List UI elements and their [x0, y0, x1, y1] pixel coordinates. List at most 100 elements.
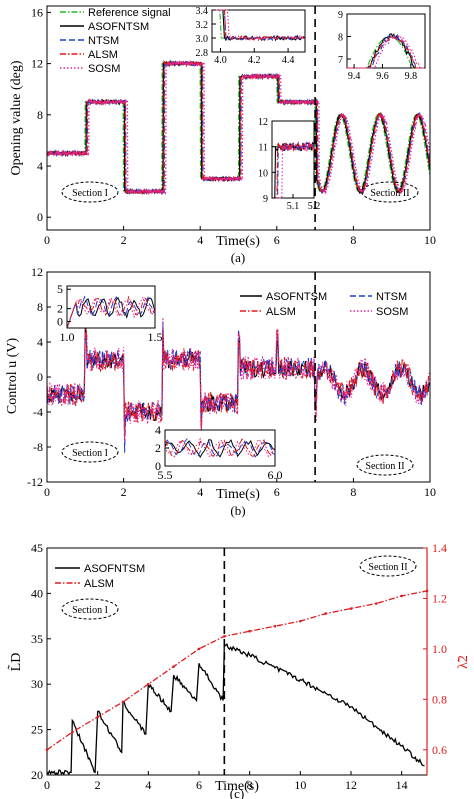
- legend-label: ALSM: [88, 49, 118, 61]
- y-tick-label-right: 1.4: [432, 541, 447, 555]
- inset-series-line: [272, 141, 315, 199]
- legend-label: NTSM: [376, 291, 407, 303]
- caption: (a): [231, 250, 245, 265]
- y-tick-label: 8: [37, 108, 43, 122]
- y-tick-label: 0: [155, 459, 161, 473]
- x-tick-label: 6: [274, 485, 280, 499]
- x-tick-label: 8: [247, 778, 253, 792]
- inset-series-line: [212, 9, 306, 42]
- x-tick-label: 14: [396, 778, 408, 792]
- y-tick-label: 8: [37, 300, 43, 314]
- alsm-point: [248, 629, 251, 633]
- y-tick-label-right: 1.2: [432, 591, 447, 605]
- alsm-point: [172, 665, 175, 668]
- inset-a-2: 9.4 9.6 9.8 7 8 9: [338, 10, 426, 82]
- inset-frame: [271, 120, 315, 199]
- y-tick-label: 0: [57, 315, 63, 329]
- x-tick-label: 4: [145, 778, 151, 792]
- legend: ASOFNTSM ALSM: [55, 563, 145, 590]
- x-tick-label: 1.0: [60, 330, 75, 344]
- legend-label: ALSM: [266, 306, 296, 318]
- y-axis-label: Control u (V): [5, 338, 20, 415]
- section-label: Section II: [365, 461, 404, 472]
- alsm-point: [45, 748, 49, 752]
- alsm-point: [349, 607, 353, 610]
- y-tick-label: -8: [33, 440, 43, 454]
- y-tick-label: 4: [37, 159, 43, 173]
- x-tick-label: 10: [294, 778, 306, 792]
- section-label: Section II: [368, 562, 407, 573]
- x-tick-label: 2: [121, 233, 127, 247]
- y-tick-label: 5: [57, 282, 63, 296]
- x-tick-label: 9.8: [405, 71, 418, 82]
- inset-series-line: [212, 9, 306, 41]
- x-tick-label: 0: [44, 778, 50, 792]
- y-tick-label: 30: [31, 677, 43, 691]
- x-tick-label: 6: [274, 233, 280, 247]
- section-ellipse: [61, 181, 119, 203]
- alsm-point: [400, 594, 403, 598]
- x-tick-label: 0: [44, 485, 50, 499]
- inset-series-line: [164, 438, 276, 458]
- inset-series-line: [164, 437, 276, 458]
- y-tick-label: 2.8: [196, 48, 209, 59]
- alsm-point: [223, 634, 226, 638]
- y-tick-label: 12: [31, 57, 43, 71]
- x-tick-label: 9.4: [348, 71, 361, 82]
- y-tick-label: 9: [338, 10, 343, 21]
- alsm-point: [96, 715, 99, 719]
- y-tick-label: 45: [31, 541, 43, 555]
- legend: Reference signal ASOFNTSM NTSM ALSM SOSM: [60, 7, 171, 75]
- y-tick-label: 16: [31, 5, 43, 19]
- x-tick-label: 6: [196, 778, 202, 792]
- plot-frame-a: [46, 5, 431, 231]
- x-tick-label: 5.1: [287, 201, 300, 212]
- y-tick-label-right: 1.0: [432, 642, 447, 656]
- legend-label: Reference signal: [88, 7, 171, 19]
- x-tick-label: 8: [350, 485, 356, 499]
- x-tick-label: 4.0: [214, 55, 227, 66]
- x-tick-label: 8: [350, 233, 356, 247]
- section-ellipse: [61, 598, 119, 620]
- y-tick-label: 3.4: [196, 6, 209, 17]
- y-tick-label: 4: [155, 423, 161, 437]
- x-tick-label: 12: [345, 778, 357, 792]
- y-tick-label-right: 0.8: [432, 692, 447, 706]
- legend-label: ASOFNTSM: [88, 21, 149, 33]
- y-tick-label: 0: [37, 370, 43, 384]
- y-tick-label: 3.0: [196, 34, 209, 45]
- legend-label: ASOFNTSM: [266, 291, 327, 303]
- inset-frame: [211, 9, 306, 53]
- x-tick-label: 4: [197, 485, 203, 499]
- alsm-point: [425, 589, 429, 593]
- inset-series-line: [347, 34, 425, 69]
- inset-series-line: [212, 9, 306, 42]
- series-line-Reference signal: [47, 62, 431, 193]
- inset-b-2: 5.5 6.0 0 2 4: [155, 423, 283, 482]
- x-tick-label: 5.2: [308, 201, 321, 212]
- legend: ASOFNTSM NTSM ALSM SOSM: [240, 291, 408, 318]
- legend-label: SOSM: [88, 63, 120, 75]
- y-tick-label: 8: [338, 33, 343, 44]
- y-tick-label: 2: [57, 302, 63, 316]
- x-axis-label: Time(s): [215, 779, 259, 794]
- x-tick-label: 0: [44, 233, 50, 247]
- series-line-ALSM: [46, 590, 428, 751]
- inset-series-line: [164, 438, 276, 458]
- caption: (c): [230, 786, 244, 799]
- inset-series-line: [66, 295, 156, 329]
- panel-c: 0 2 4 6 8 10 12 14 20 25 30 35 40 45 0.6 0.8 1.0 1.2 1.4 Ti…: [7, 541, 471, 799]
- alsm-point: [197, 647, 201, 651]
- y-axis-label-right: λ̃2: [456, 655, 471, 669]
- y-tick-label: 12: [31, 265, 43, 279]
- inset-series-line: [272, 140, 315, 199]
- legend-label: ALSM: [84, 578, 114, 590]
- section-ellipse: [359, 555, 417, 577]
- section-label: Section I: [72, 448, 108, 459]
- y-tick-label: 3.2: [196, 20, 209, 31]
- inset-series-line: [164, 438, 276, 458]
- section-ellipse: [61, 441, 119, 463]
- y-tick-label: 35: [31, 632, 43, 646]
